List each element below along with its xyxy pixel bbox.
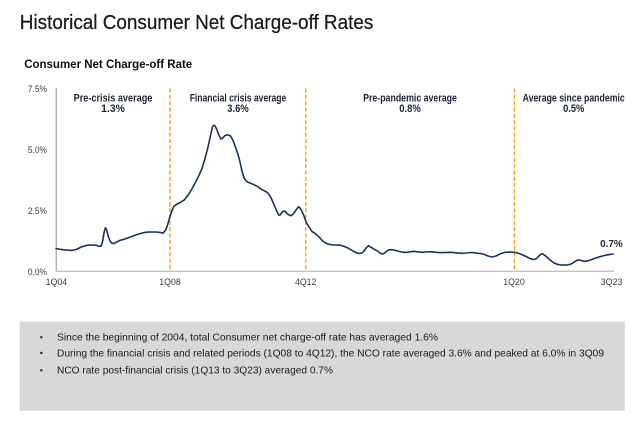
svg-text:NCO rate post-financial crisis: NCO rate post-financial crisis (1Q13 to …: [57, 366, 333, 377]
svg-text:3Q23: 3Q23: [601, 277, 623, 287]
svg-text:5.0%: 5.0%: [28, 145, 47, 155]
svg-text:Financial crisis average: Financial crisis average: [190, 93, 287, 105]
svg-text:1.3%: 1.3%: [101, 103, 125, 115]
svg-text:1Q20: 1Q20: [503, 277, 525, 287]
svg-text:1Q04: 1Q04: [46, 277, 68, 287]
svg-text:Average since pandemic: Average since pandemic: [523, 93, 625, 105]
svg-text:2.5%: 2.5%: [28, 206, 47, 216]
svg-text:1Q08: 1Q08: [159, 277, 181, 287]
svg-text:4Q12: 4Q12: [295, 277, 317, 287]
svg-text:Pre-crisis average: Pre-crisis average: [74, 93, 153, 105]
svg-text:0.5%: 0.5%: [563, 103, 585, 115]
svg-text:0.7%: 0.7%: [600, 239, 623, 250]
svg-text:0.0%: 0.0%: [28, 267, 47, 277]
svg-text:During the financial crisis an: During the financial crisis and related …: [57, 348, 604, 359]
svg-text:Historical Consumer Net Charge: Historical Consumer Net Charge-off Rates: [20, 11, 374, 34]
svg-text:Consumer Net Charge-off Rate: Consumer Net Charge-off Rate: [24, 57, 192, 71]
svg-text:0.8%: 0.8%: [399, 103, 421, 115]
svg-text:3.6%: 3.6%: [227, 103, 249, 115]
svg-text:7.5%: 7.5%: [28, 84, 47, 94]
svg-text:Pre-pandemic average: Pre-pandemic average: [363, 93, 457, 105]
svg-text:Since the beginning of 2004, t: Since the beginning of 2004, total Consu…: [57, 333, 438, 344]
